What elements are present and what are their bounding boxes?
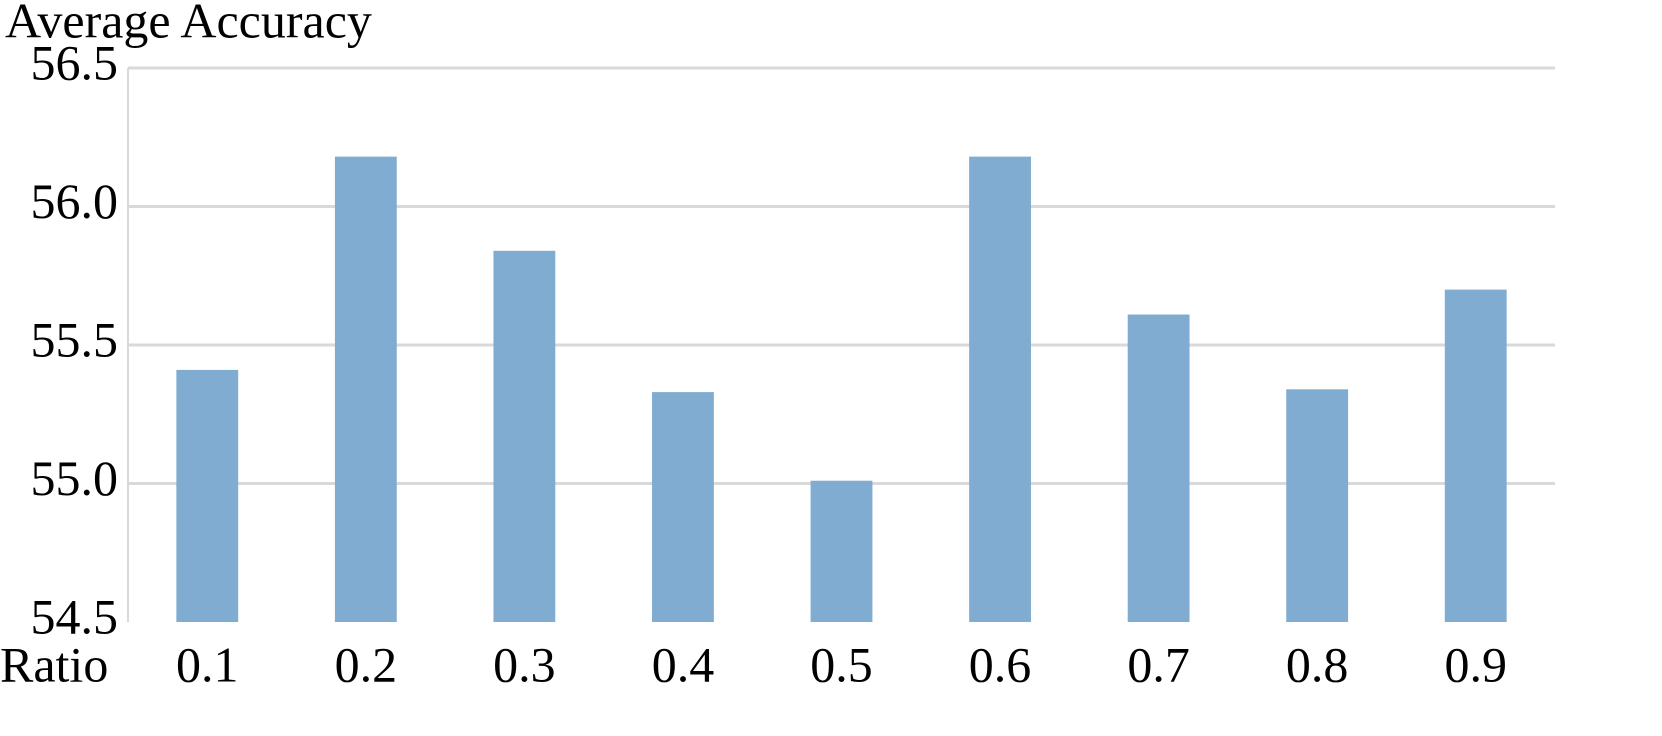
bar <box>810 480 873 622</box>
x-tick-label: 0.2 <box>335 636 398 692</box>
x-tick-label: 0.4 <box>652 636 715 692</box>
bar <box>1444 289 1507 622</box>
x-tick-label: 0.9 <box>1444 636 1507 692</box>
x-tick-label: 0.3 <box>493 636 556 692</box>
y-tick-label: 54.5 <box>31 588 119 644</box>
bar <box>493 250 556 622</box>
y-tick-label: 56.0 <box>31 173 119 229</box>
bar <box>334 156 397 622</box>
x-tick-label: 0.7 <box>1127 636 1190 692</box>
x-tick-label: 0.6 <box>969 636 1032 692</box>
bar <box>176 369 239 622</box>
y-tick-label: 55.5 <box>31 311 119 367</box>
bar <box>1127 314 1190 622</box>
x-tick-label: 0.5 <box>810 636 873 692</box>
bar <box>1286 389 1349 622</box>
y-tick-label: 55.0 <box>31 450 119 506</box>
x-axis-label: Ratio <box>0 636 108 692</box>
bar <box>969 156 1031 622</box>
y-axis-label: Average Accuracy <box>5 0 372 48</box>
x-tick-label: 0.8 <box>1286 636 1349 692</box>
x-tick-label: 0.1 <box>176 636 239 692</box>
y-tick-label: 56.5 <box>31 34 119 90</box>
bar <box>652 392 714 622</box>
